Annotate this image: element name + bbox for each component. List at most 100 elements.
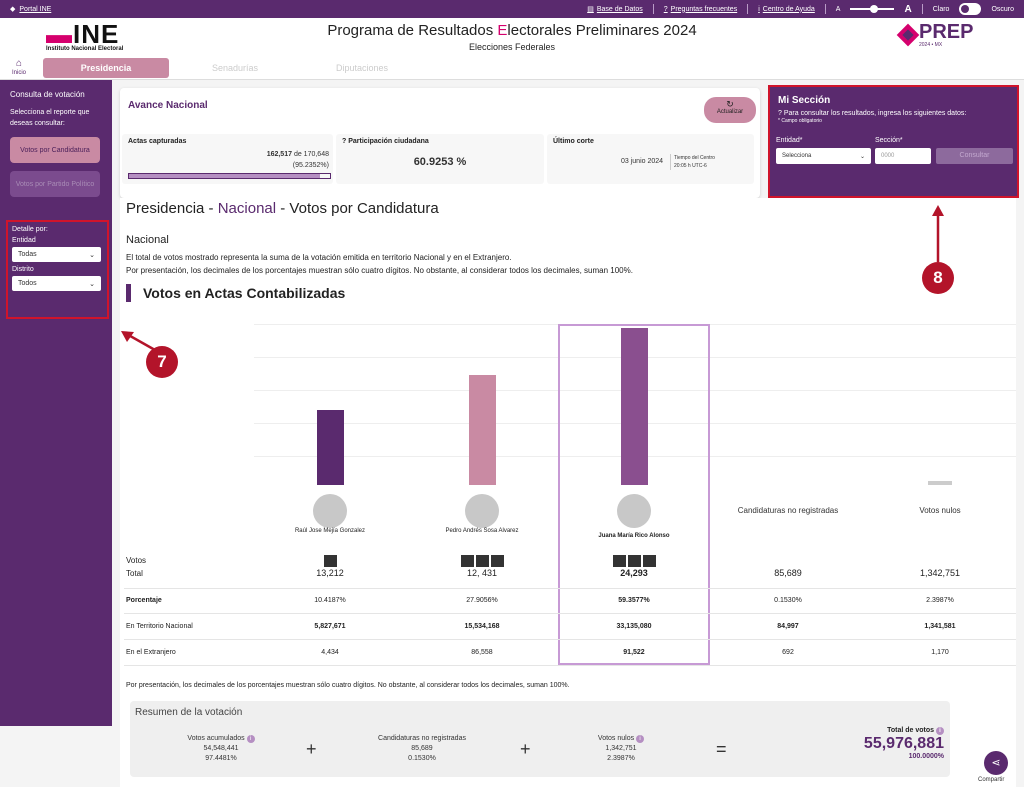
candidate-name: Pedro Andrés Sosa Alvarez xyxy=(445,528,519,534)
centro-ayuda-link[interactable]: i Centro de Ayuda xyxy=(758,5,815,13)
sidebar: Consulta de votación Selecciona el repor… xyxy=(0,80,112,726)
votos-acumulados: Votos acumulados i 54,548,441 97.4481% xyxy=(156,734,286,764)
header: ▬INE Instituto Nacional Electoral Progra… xyxy=(0,18,1024,58)
divider xyxy=(652,4,654,14)
cell-pct: 0.1530% xyxy=(774,597,802,604)
cell-pct: 59.3577% xyxy=(618,597,650,604)
total-votos: Total de votos i 55,976,881 100.0000% xyxy=(863,727,944,760)
home-icon: ⌂ xyxy=(15,58,23,69)
main-content: Presidencia - Nacional - Votos por Candi… xyxy=(120,198,1016,787)
preguntas-link[interactable]: ? Preguntas frecuentes xyxy=(663,5,738,13)
share-button[interactable]: ⋖ xyxy=(984,751,1008,775)
chart-bar[interactable] xyxy=(620,328,648,485)
vote-square xyxy=(323,555,337,567)
tab-diputaciones[interactable]: Diputaciones xyxy=(335,63,389,73)
chart-bar[interactable] xyxy=(468,374,496,485)
info-icon[interactable]: i xyxy=(636,735,645,743)
base-datos-link[interactable]: ▤ Base de Datos xyxy=(587,5,643,14)
refresh-icon: ↻ xyxy=(726,99,734,109)
tab-presidencia[interactable]: Presidencia xyxy=(43,58,169,78)
divider xyxy=(747,4,749,14)
vote-square xyxy=(460,555,474,567)
avatar xyxy=(313,494,347,528)
ine-logo[interactable]: ▬INE Instituto Nacional Electoral xyxy=(46,19,124,52)
cell-ext: 1,170 xyxy=(931,649,949,656)
chart-bar[interactable] xyxy=(316,409,344,485)
avance-nacional-card: Avance Nacional ↻ Actualizar Actas captu… xyxy=(120,88,760,198)
main-nav: ⌂ Inicio Presidencia Senadurías Diputaci… xyxy=(0,58,1024,80)
vote-square xyxy=(627,555,641,567)
chevron-down-icon: ⌄ xyxy=(89,280,95,288)
consultar-button[interactable]: Consultar xyxy=(936,148,1013,164)
theme-toggle[interactable] xyxy=(959,3,982,15)
candidate-name: Juana María Rico Alonso xyxy=(598,533,670,539)
divider xyxy=(824,4,826,14)
font-size-slider[interactable] xyxy=(850,5,895,13)
theme-dark-label: Oscuro xyxy=(991,5,1014,13)
divider xyxy=(921,4,923,14)
diamond-icon: ◆ xyxy=(10,6,16,13)
question-icon: ? xyxy=(342,138,347,145)
slider-knob[interactable] xyxy=(870,5,879,13)
description: El total de votos mostrado representa la… xyxy=(126,253,512,262)
votos-nulos: Votos nulos i 1,342,751 2.3987% xyxy=(556,734,686,764)
description: Por presentación, los decimales de los p… xyxy=(126,266,633,275)
seccion-input[interactable]: 0000 xyxy=(875,148,931,164)
ine-logo-mark: ▬ xyxy=(46,19,73,49)
mi-seccion-panel: Mi Sección ? Para consultar los resultad… xyxy=(768,85,1019,198)
page-title: Programa de Resultados Electorales Preli… xyxy=(327,22,697,52)
entidad-select[interactable]: Todas ⌄ xyxy=(12,247,101,262)
cell-total: 1,342,751 xyxy=(919,568,961,578)
arrow-8-head xyxy=(932,205,944,216)
chart-bar[interactable] xyxy=(928,481,952,485)
font-small-label: A xyxy=(835,5,841,13)
cell-pct: 10.4187% xyxy=(314,597,346,604)
cell-nac: 5,827,671 xyxy=(314,623,346,630)
vote-square xyxy=(612,555,626,567)
vote-square xyxy=(642,555,656,567)
cell-ext: 4,434 xyxy=(321,649,339,656)
vote-square xyxy=(475,555,489,567)
question-icon: ? xyxy=(778,110,782,117)
info-icon[interactable]: i xyxy=(246,735,255,743)
info-icon[interactable]: i xyxy=(936,727,944,735)
scope-heading: Nacional xyxy=(126,234,169,246)
annotation-badge-8: 8 xyxy=(922,262,954,294)
actualizar-button[interactable]: ↻ Actualizar xyxy=(704,97,756,123)
share-label: Compartir xyxy=(978,777,1005,783)
cell-pct: 2.3987% xyxy=(926,597,954,604)
ultimo-corte-cell: Último corte 03 junio 2024 Tiempo del Ce… xyxy=(547,134,754,184)
detalle-panel: Detalle por: Entidad Todas ⌄ Distrito Tod… xyxy=(6,220,109,319)
winner-highlight xyxy=(558,324,710,665)
mi-entidad-select[interactable]: Selecciona ⌄ xyxy=(776,148,871,164)
candidate-name: Raúl Jose Mejía Gonzalez xyxy=(294,528,366,534)
portal-ine-link[interactable]: ◆ Portal INE xyxy=(10,5,52,14)
distrito-select[interactable]: Todos ⌄ xyxy=(12,276,101,291)
cell-nac: 84,997 xyxy=(777,623,799,630)
vote-squares xyxy=(564,554,704,572)
sidebar-desc: Selecciona el reporte que deseas consult… xyxy=(10,109,90,127)
cell-total: 13,212 xyxy=(316,568,344,578)
top-bar: ◆ Portal INE ▤ Base de Datos ? Preguntas f… xyxy=(0,0,1024,18)
cell-ext: 86,558 xyxy=(471,649,493,656)
cell-nac: 1,341,581 xyxy=(924,623,956,630)
tab-senadurias[interactable]: Senadurías xyxy=(211,63,259,73)
votos-partido-button[interactable]: Votos por Partido Político xyxy=(10,171,100,197)
cell-total: 24,293 xyxy=(620,568,648,578)
actas-cell: Actas capturadas 162,517 de 170,648 (95.… xyxy=(122,134,333,184)
database-icon: ▤ xyxy=(587,6,594,13)
prep-logo: PREP 2024 • MX xyxy=(896,22,973,48)
column-title: Votos nulos xyxy=(919,506,961,515)
column-title: Candidaturas no registradas xyxy=(737,506,839,515)
actas-progress-bar xyxy=(128,173,331,179)
annotation-badge-7: 7 xyxy=(146,346,178,378)
candidaturas-no-registradas: Candidaturas no registradas 85,689 0.153… xyxy=(378,735,466,762)
votos-candidatura-button[interactable]: Votos por Candidatura xyxy=(10,137,100,163)
home-button[interactable]: ⌂ Inicio xyxy=(12,58,27,76)
arrow-7-head xyxy=(121,331,134,342)
cell-nac: 15,534,168 xyxy=(464,623,500,630)
chevron-down-icon: ⌄ xyxy=(859,153,865,160)
resumen-votacion: Resumen de la votación Votos acumulados … xyxy=(130,701,950,777)
vote-square xyxy=(490,555,504,567)
